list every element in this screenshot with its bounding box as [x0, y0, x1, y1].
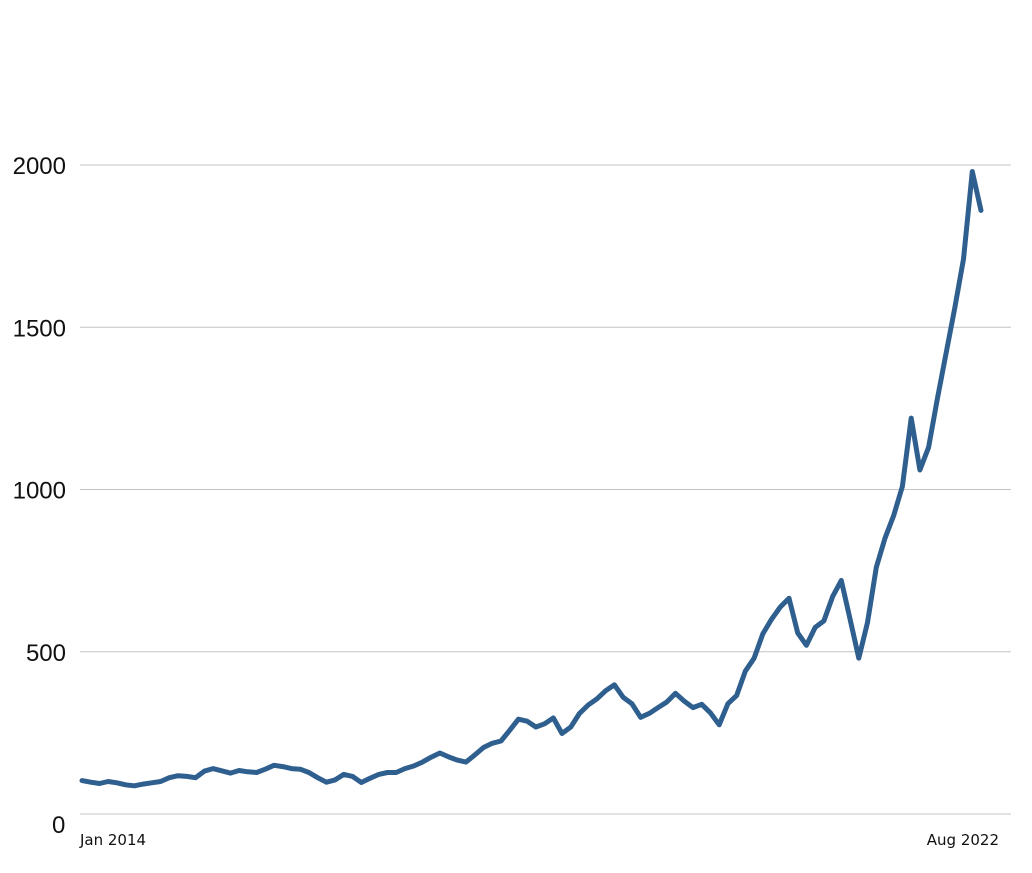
gridlines	[80, 164, 1011, 815]
x-axis: Jan 2014 Aug 2022	[79, 831, 999, 849]
y-tick-label-500: 500	[26, 640, 66, 667]
y-tick-label-1500: 1500	[13, 315, 66, 342]
y-tick-label-2000: 2000	[13, 153, 66, 180]
series-line-0	[79, 169, 984, 789]
series-layer	[79, 169, 984, 789]
x-tick-label-start: Jan 2014	[79, 831, 146, 849]
y-axis: 0 500 1000 1500 2000	[13, 153, 66, 839]
y-tick-label-0: 0	[52, 812, 65, 839]
y-tick-label-1000: 1000	[13, 478, 66, 505]
x-tick-label-end: Aug 2022	[927, 831, 999, 849]
